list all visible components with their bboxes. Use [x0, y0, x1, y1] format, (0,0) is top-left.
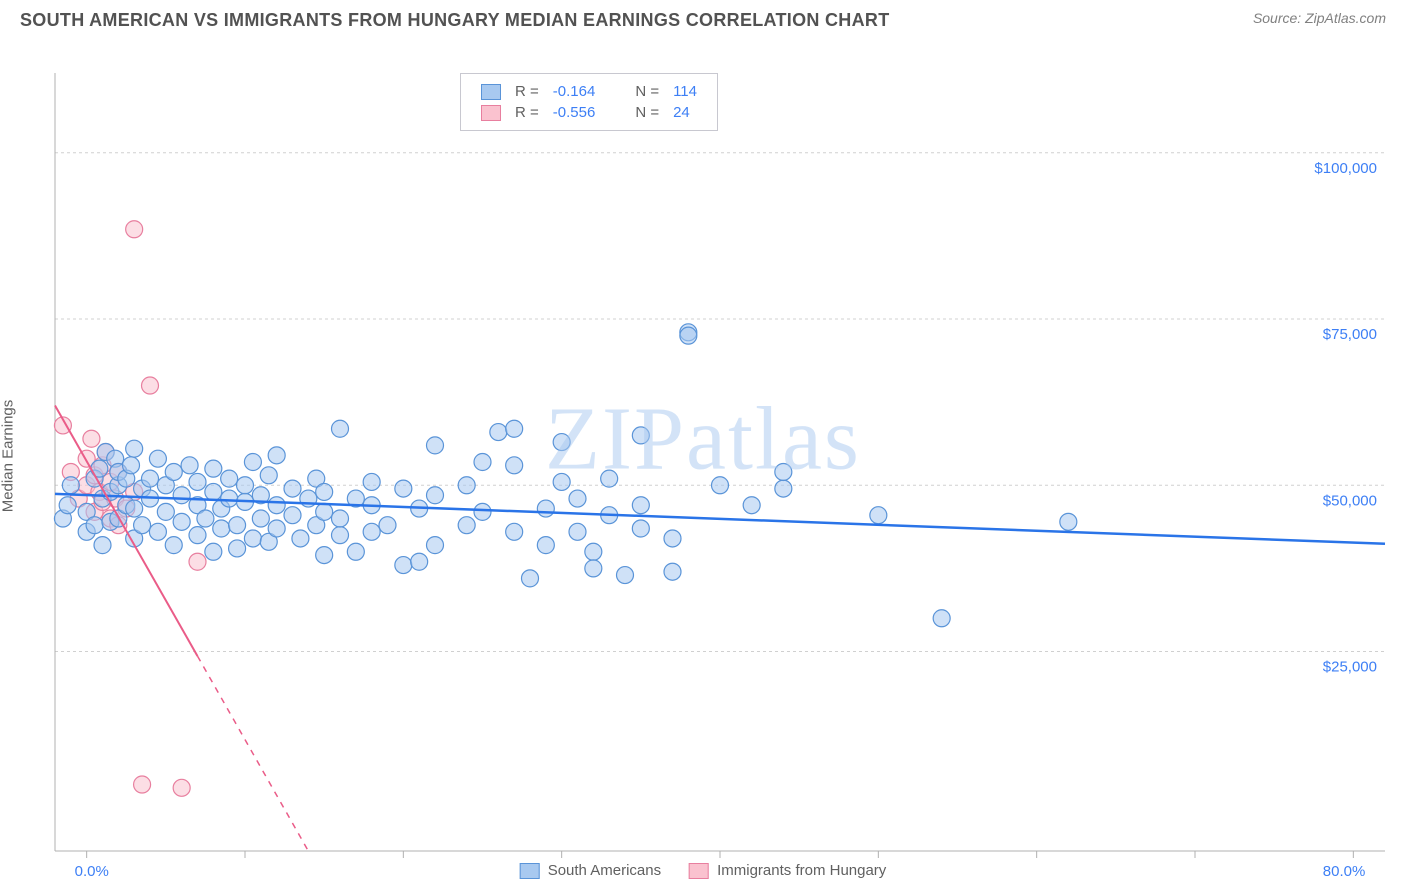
- svg-text:$75,000: $75,000: [1323, 326, 1377, 343]
- svg-text:80.0%: 80.0%: [1323, 863, 1366, 880]
- n-value-blue: 114: [667, 82, 703, 101]
- n-label: N =: [629, 103, 665, 122]
- source-name: ZipAtlas.com: [1305, 10, 1386, 26]
- correlation-legend: R = -0.164 N = 114 R = -0.556 N = 24: [460, 73, 718, 131]
- legend-label-pink: Immigrants from Hungary: [717, 862, 886, 879]
- source-prefix: Source:: [1253, 10, 1305, 26]
- y-axis-label: Median Earnings: [0, 400, 17, 513]
- chart-area: Median Earnings $25,000 $50,000 $75,000 $10…: [0, 31, 1406, 881]
- r-label: R =: [509, 82, 545, 101]
- svg-text:0.0%: 0.0%: [75, 863, 109, 880]
- legend-row-pink: R = -0.556 N = 24: [475, 103, 703, 122]
- swatch-pink: [689, 863, 709, 879]
- n-value-pink: 24: [667, 103, 703, 122]
- svg-text:$25,000: $25,000: [1323, 659, 1377, 676]
- n-label: N =: [629, 82, 665, 101]
- correlation-table: R = -0.164 N = 114 R = -0.556 N = 24: [473, 80, 705, 124]
- legend-item-blue: South Americans: [520, 862, 661, 879]
- svg-text:$100,000: $100,000: [1314, 160, 1377, 177]
- legend-item-pink: Immigrants from Hungary: [689, 862, 886, 879]
- swatch-pink: [481, 105, 501, 121]
- r-value-pink: -0.556: [547, 103, 602, 122]
- legend-row-blue: R = -0.164 N = 114: [475, 82, 703, 101]
- r-label: R =: [509, 103, 545, 122]
- header: SOUTH AMERICAN VS IMMIGRANTS FROM HUNGAR…: [0, 0, 1406, 31]
- scatter-plot-svg: $25,000 $50,000 $75,000 $100,000 0.0% 80.0%: [0, 31, 1406, 881]
- source-attribution: Source: ZipAtlas.com: [1253, 10, 1386, 26]
- swatch-blue: [481, 84, 501, 100]
- chart-title: SOUTH AMERICAN VS IMMIGRANTS FROM HUNGAR…: [20, 10, 890, 31]
- series-legend: South Americans Immigrants from Hungary: [520, 862, 887, 879]
- r-value-blue: -0.164: [547, 82, 602, 101]
- legend-label-blue: South Americans: [548, 862, 661, 879]
- swatch-blue: [520, 863, 540, 879]
- svg-text:$50,000: $50,000: [1323, 492, 1377, 509]
